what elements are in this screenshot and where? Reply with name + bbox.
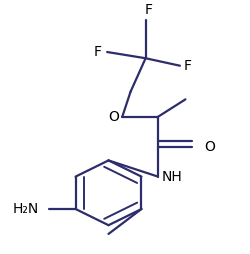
Text: O: O — [109, 110, 120, 124]
Text: O: O — [205, 140, 216, 154]
Text: F: F — [144, 3, 152, 17]
Text: F: F — [184, 59, 192, 73]
Text: NH: NH — [162, 170, 183, 184]
Text: F: F — [94, 45, 102, 59]
Text: H₂N: H₂N — [12, 202, 38, 216]
